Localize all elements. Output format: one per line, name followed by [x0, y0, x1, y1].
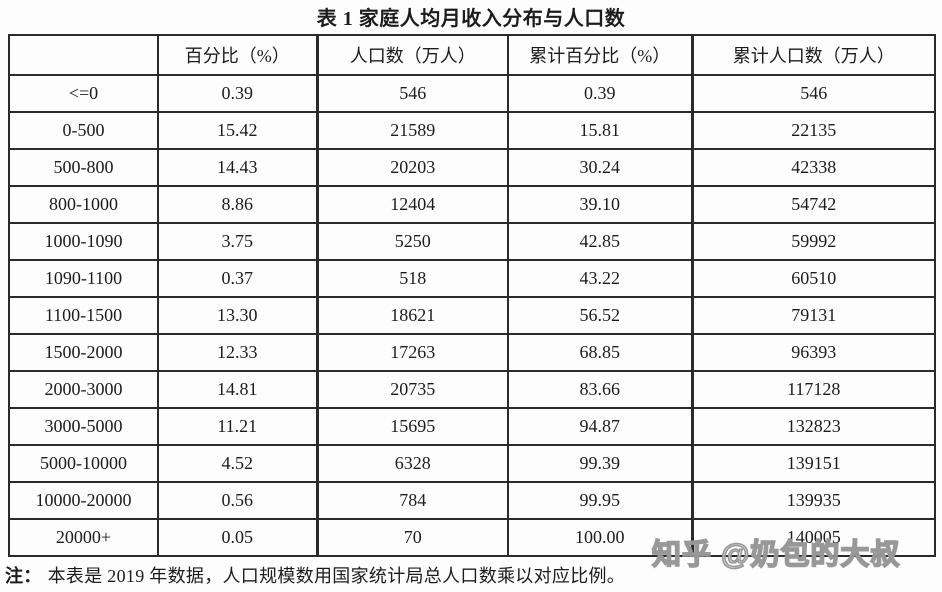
- value-cell: 20203: [316, 148, 509, 187]
- value-cell: 15695: [316, 407, 509, 446]
- value-cell: 784: [316, 481, 509, 520]
- table-row: 0-500 15.42 21589 15.81 22135: [8, 111, 936, 150]
- value-cell: 140005: [691, 518, 936, 557]
- value-cell: 83.66: [507, 370, 694, 409]
- value-cell: 30.24: [507, 148, 694, 187]
- income-range-cell: 0-500: [8, 111, 159, 150]
- value-cell: 6328: [316, 444, 509, 483]
- value-cell: 132823: [691, 407, 936, 446]
- value-cell: 14.81: [157, 370, 319, 409]
- income-range-cell: 2000-3000: [8, 370, 159, 409]
- income-distribution-table: 百分比（%） 人口数（万人） 累计百分比（%） 累计人口数（万人） <=0 0.3…: [8, 34, 936, 557]
- table-row: 2000-3000 14.81 20735 83.66 117128: [8, 370, 936, 409]
- table-row: 5000-10000 4.52 6328 99.39 139151: [8, 444, 936, 483]
- income-range-cell: 800-1000: [8, 185, 159, 224]
- value-cell: 8.86: [157, 185, 319, 224]
- value-cell: 0.56: [157, 481, 319, 520]
- income-range-cell: 20000+: [8, 518, 159, 557]
- value-cell: 0.39: [507, 74, 694, 113]
- value-cell: 56.52: [507, 296, 694, 335]
- table-row: 800-1000 8.86 12404 39.10 54742: [8, 185, 936, 224]
- table-row: 1100-1500 13.30 18621 56.52 79131: [8, 296, 936, 335]
- value-cell: 39.10: [507, 185, 694, 224]
- table-title: 表 1 家庭人均月收入分布与人口数: [316, 8, 626, 30]
- value-cell: 59992: [691, 222, 936, 261]
- value-cell: 94.87: [507, 407, 694, 446]
- income-range-cell: 10000-20000: [8, 481, 159, 520]
- value-cell: 43.22: [507, 259, 694, 298]
- value-cell: 99.95: [507, 481, 694, 520]
- value-cell: 21589: [316, 111, 509, 150]
- table-row: 1000-1090 3.75 5250 42.85 59992: [8, 222, 936, 261]
- value-cell: 96393: [691, 333, 936, 372]
- column-header-population: 人口数（万人）: [316, 34, 509, 76]
- value-cell: 12404: [316, 185, 509, 224]
- income-range-cell: 500-800: [8, 148, 159, 187]
- value-cell: 518: [316, 259, 509, 298]
- value-cell: 0.37: [157, 259, 319, 298]
- income-range-cell: 1090-1100: [8, 259, 159, 298]
- value-cell: 70: [316, 518, 509, 557]
- value-cell: 0.05: [157, 518, 319, 557]
- income-range-cell: 3000-5000: [8, 407, 159, 446]
- income-range-cell: 5000-10000: [8, 444, 159, 483]
- column-header-income-range: [8, 34, 159, 76]
- table-row: 20000+ 0.05 70 100.00 140005: [8, 518, 936, 557]
- income-range-cell: 1000-1090: [8, 222, 159, 261]
- value-cell: 139935: [691, 481, 936, 520]
- table-row: 3000-5000 11.21 15695 94.87 132823: [8, 407, 936, 446]
- table-body: <=0 0.39 546 0.39 546 0-500 15.42 21589 15.81 221…: [8, 74, 936, 557]
- value-cell: 17263: [316, 333, 509, 372]
- value-cell: 12.33: [157, 333, 319, 372]
- income-range-cell: 1500-2000: [8, 333, 159, 372]
- column-header-cumulative-population: 累计人口数（万人）: [691, 34, 936, 76]
- value-cell: 20735: [316, 370, 509, 409]
- value-cell: 3.75: [157, 222, 319, 261]
- value-cell: 15.42: [157, 111, 319, 150]
- value-cell: 117128: [691, 370, 936, 409]
- value-cell: 11.21: [157, 407, 319, 446]
- value-cell: 42.85: [507, 222, 694, 261]
- value-cell: 100.00: [507, 518, 694, 557]
- table-row: 1090-1100 0.37 518 43.22 60510: [8, 259, 936, 298]
- value-cell: 18621: [316, 296, 509, 335]
- value-cell: 14.43: [157, 148, 319, 187]
- table-row: 1500-2000 12.33 17263 68.85 96393: [8, 333, 936, 372]
- value-cell: 54742: [691, 185, 936, 224]
- value-cell: 4.52: [157, 444, 319, 483]
- value-cell: 22135: [691, 111, 936, 150]
- table-row: <=0 0.39 546 0.39 546: [8, 74, 936, 113]
- table-row: 500-800 14.43 20203 30.24 42338: [8, 148, 936, 187]
- footnote: 注： 本表是 2019 年数据，人口规模数用国家统计局总人口数乘以对应比例。: [5, 562, 625, 588]
- footnote-text: 本表是 2019 年数据，人口规模数用国家统计局总人口数乘以对应比例。: [47, 566, 626, 586]
- value-cell: 5250: [316, 222, 509, 261]
- column-header-percentage: 百分比（%）: [157, 34, 319, 76]
- value-cell: 68.85: [507, 333, 694, 372]
- value-cell: 546: [691, 74, 936, 113]
- watermark: 知乎 @奶包的大叔: [651, 538, 901, 572]
- value-cell: 546: [316, 74, 509, 113]
- value-cell: 15.81: [507, 111, 694, 150]
- value-cell: 60510: [691, 259, 936, 298]
- table-row: 10000-20000 0.56 784 99.95 139935: [8, 481, 936, 520]
- footnote-label: 注：: [5, 566, 42, 586]
- value-cell: 139151: [691, 444, 936, 483]
- column-header-cumulative-percentage: 累计百分比（%）: [507, 34, 694, 76]
- income-range-cell: <=0: [8, 74, 159, 113]
- value-cell: 0.39: [157, 74, 319, 113]
- value-cell: 13.30: [157, 296, 319, 335]
- value-cell: 99.39: [507, 444, 694, 483]
- header-row: 百分比（%） 人口数（万人） 累计百分比（%） 累计人口数（万人）: [8, 34, 936, 76]
- value-cell: 79131: [691, 296, 936, 335]
- income-range-cell: 1100-1500: [8, 296, 159, 335]
- value-cell: 42338: [691, 148, 936, 187]
